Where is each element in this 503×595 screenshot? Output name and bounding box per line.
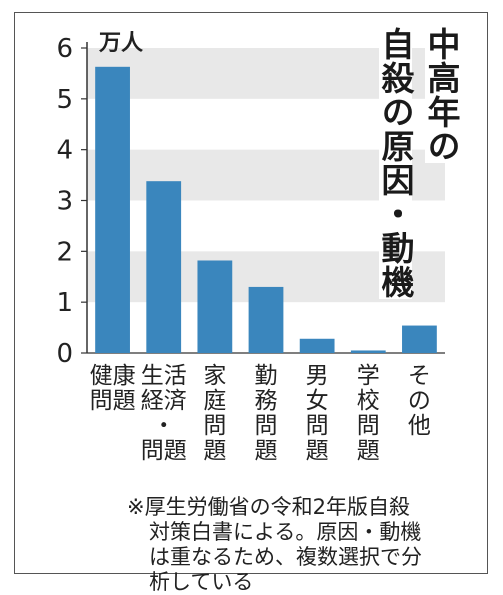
y-tick-label: 3 (56, 187, 73, 217)
footnote-line: は重なるため、複数選択で分 (149, 545, 422, 569)
x-category-text: 健康 (90, 363, 136, 389)
x-category-text: 生活 (141, 363, 187, 389)
y-tick-label: 2 (56, 237, 73, 267)
bar (146, 181, 182, 353)
x-category-text: 問 (203, 413, 226, 439)
x-category-text: 他 (408, 413, 431, 439)
x-category-text: 問 (357, 413, 380, 439)
y-axis-unit: 万人 (99, 31, 144, 56)
y-tick-label: 4 (56, 136, 73, 166)
x-category-text: 家 (203, 363, 226, 389)
x-category-text: 勤 (255, 363, 278, 389)
chart-title-line-2: 自殺の原因・動機 (376, 27, 415, 299)
x-category-text: ・ (152, 413, 175, 439)
x-category-text: 題 (306, 438, 329, 464)
x-category-text: 題 (203, 438, 226, 464)
footnote: ※厚生労働省の令和2年版自殺 対策白書による。原因・動機 は重なるため、複数選択… (127, 495, 473, 595)
x-category-text: 問題 (90, 388, 136, 414)
y-tick-label: 0 (56, 339, 73, 369)
x-category-text: 題 (255, 438, 278, 464)
y-tick-label: 1 (56, 288, 73, 318)
x-category-text: 問 (255, 413, 278, 439)
x-category-text: 問題 (141, 438, 187, 464)
bar (197, 260, 233, 353)
bar (402, 325, 437, 353)
x-category-text: 女 (306, 388, 329, 414)
bar (350, 350, 386, 353)
bars (95, 66, 437, 353)
y-tick-label: 6 (56, 34, 73, 64)
bar (248, 286, 284, 353)
x-category-text: の (408, 388, 431, 414)
x-category-text: 校 (357, 388, 380, 414)
x-category-text: そ (408, 363, 431, 389)
footnote-line: ※厚生労働省の令和2年版自殺 (127, 495, 410, 519)
x-category-text: 問 (306, 413, 329, 439)
x-category-label: その他 (408, 363, 431, 439)
x-category-text: 庭 (203, 388, 226, 414)
y-tick-label: 5 (56, 85, 73, 115)
x-category-text: 務 (255, 388, 278, 414)
chart-title-line-1: 中高年の (422, 27, 461, 163)
x-category-text: 男 (306, 363, 329, 389)
x-category-text: 学 (357, 363, 380, 389)
footnote-line: 対策白書による。原因・動機 (149, 520, 422, 544)
x-category-text: 題 (357, 438, 380, 464)
bar (95, 66, 130, 353)
x-category-text: 経済 (141, 388, 187, 414)
footnote-line: 析している (149, 570, 254, 594)
bar (299, 338, 335, 353)
